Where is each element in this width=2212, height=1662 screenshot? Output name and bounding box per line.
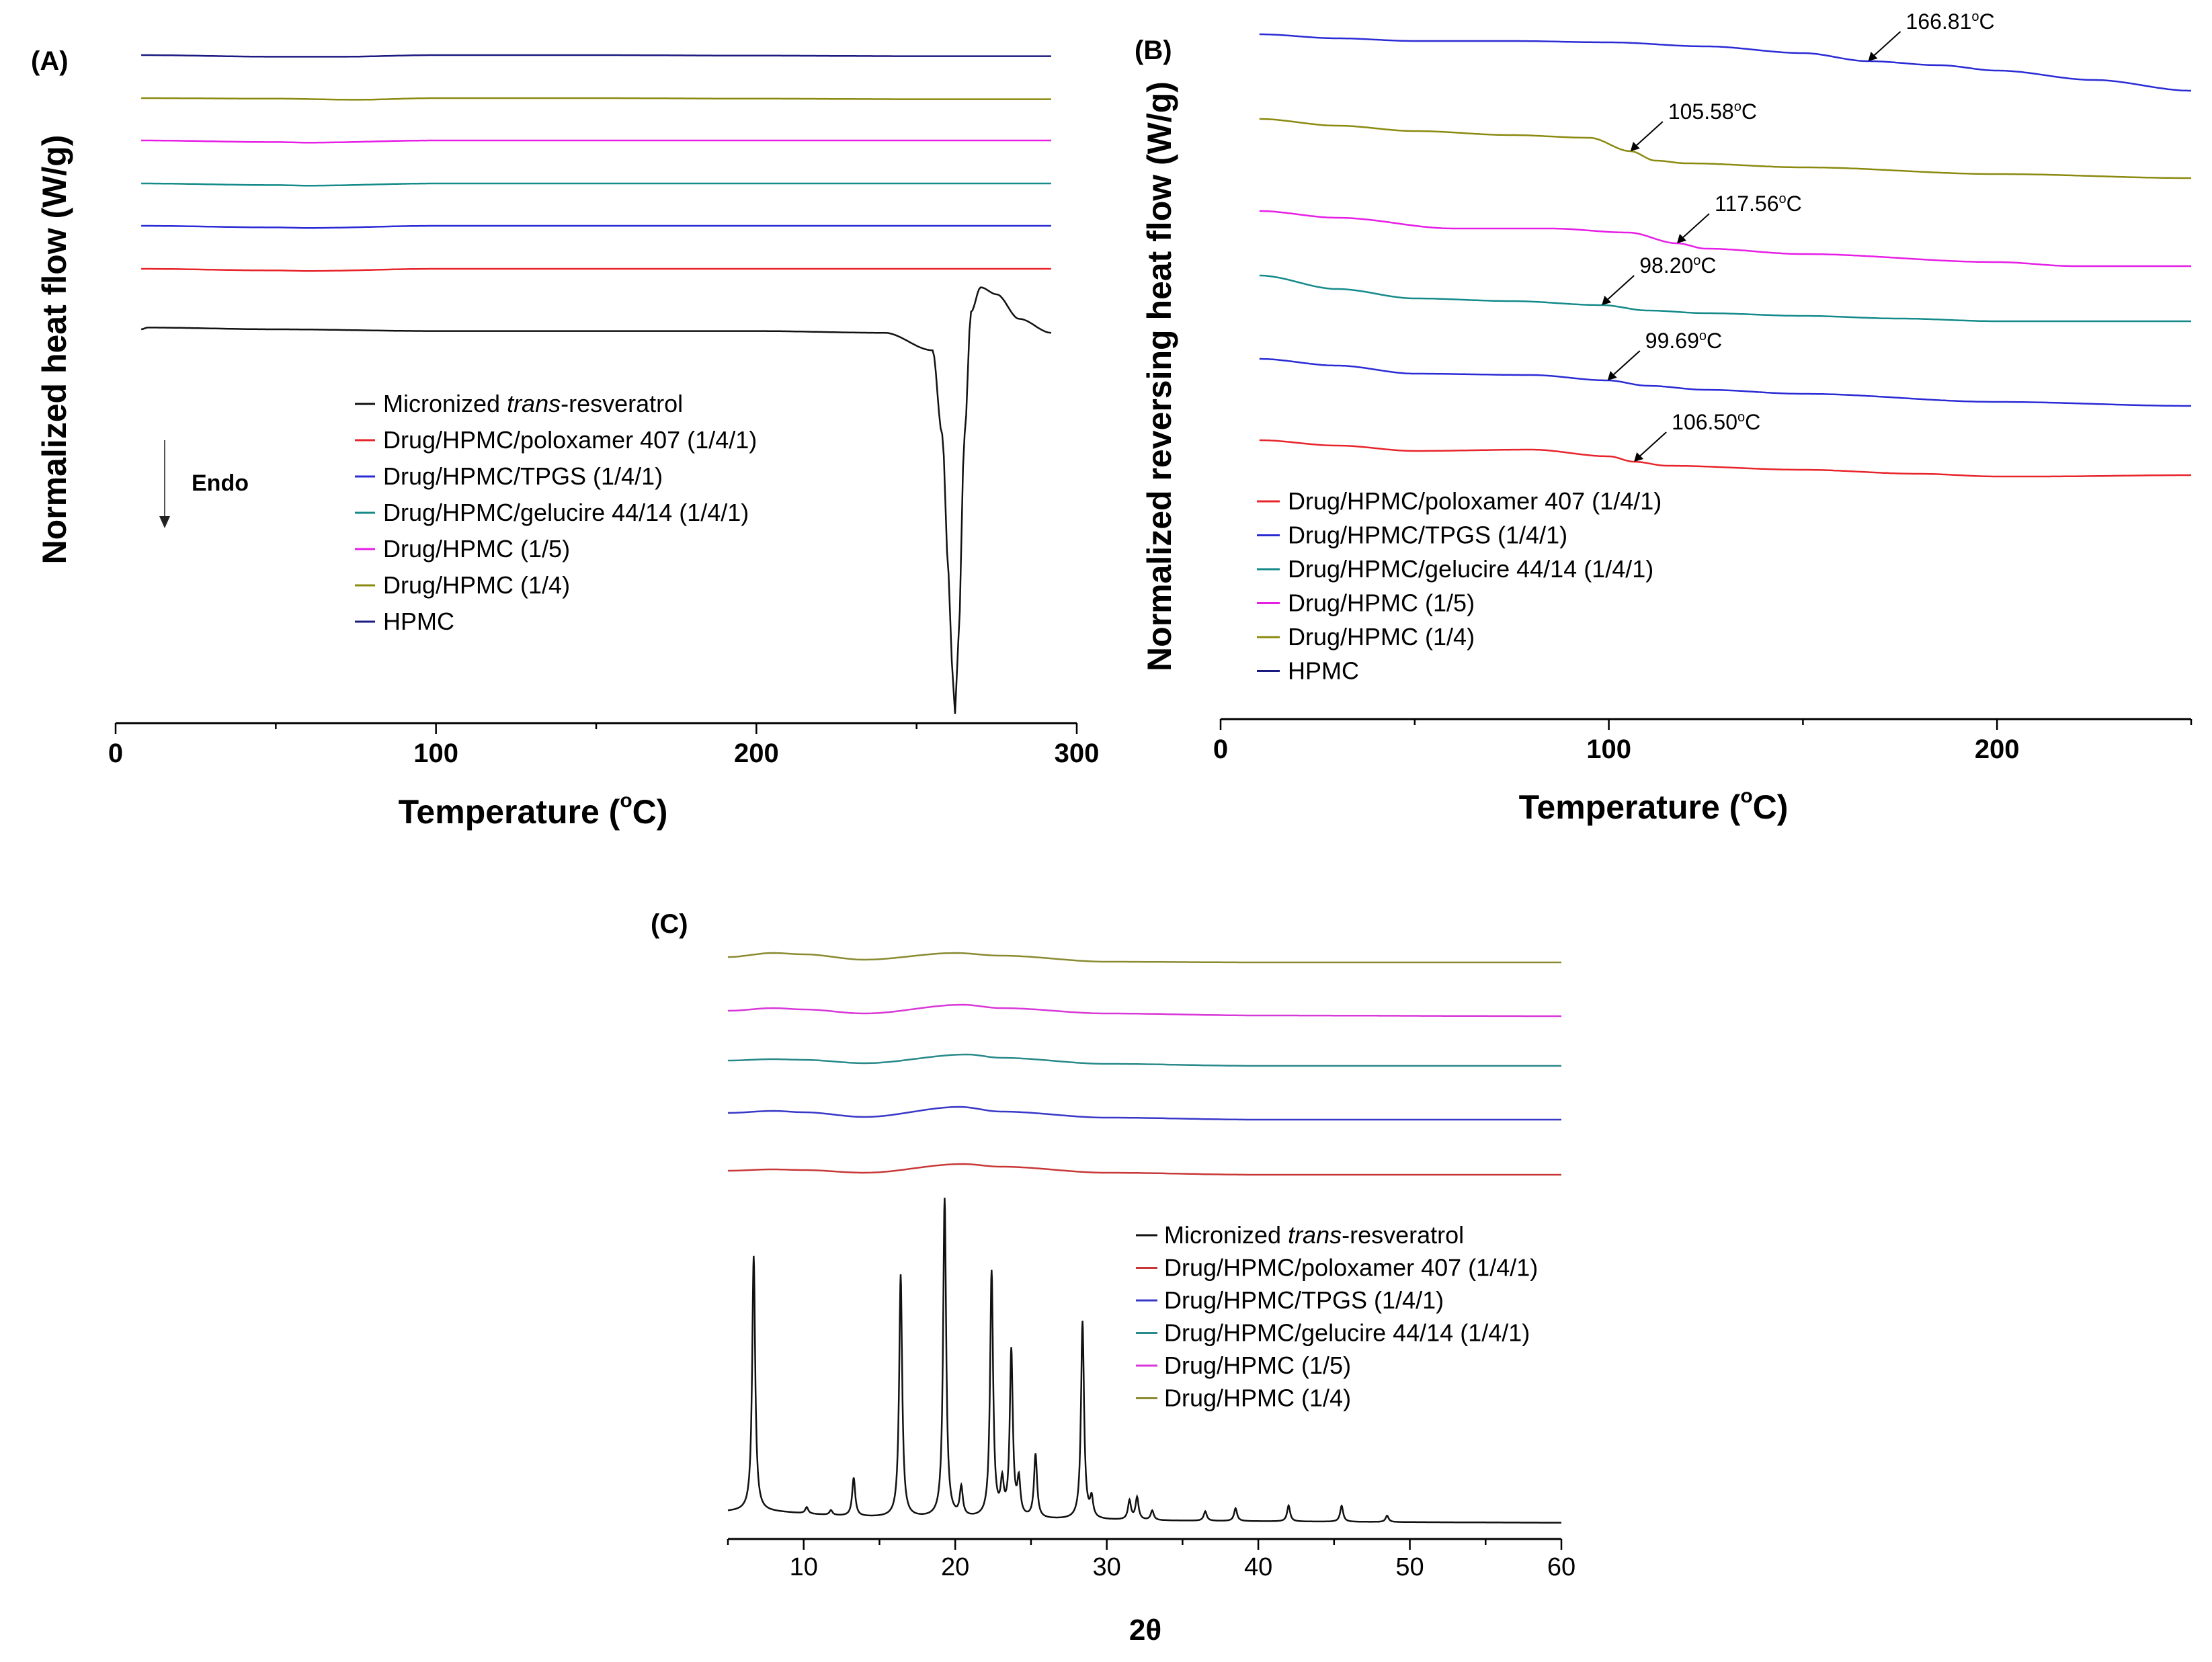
panel-b-annotations: 166.81oC 105.58oC 117.56oC 98.20oC 99.69oC 10…: [1602, 9, 1995, 462]
annotation-label: 106.50oC: [1672, 410, 1760, 434]
panel-c-legend-label: Drug/HPMC/poloxamer 407 (1/4/1): [1164, 1254, 1538, 1282]
panel-b-legend-label: HPMC: [1288, 657, 1359, 685]
panel-c-halo-line: [728, 1163, 1561, 1176]
annotation-arrowhead: [1607, 371, 1617, 380]
panel-a-tick-label: 300: [1055, 739, 1100, 768]
panel-c-tick-label: 10: [790, 1553, 818, 1581]
panel-b-tick-label: 200: [1975, 735, 2020, 764]
annotation-arrow: [1680, 213, 1710, 240]
panel-b-x-axis: 0 100 200: [1213, 718, 2193, 764]
panel-c: (C) 10 20 30 40 50 60 2θ Micronized trans-res…: [651, 909, 1575, 1647]
panel-a-tick-label: 200: [734, 739, 779, 768]
panel-a-series-line: [141, 139, 1051, 144]
annotation-label: 105.58oC: [1668, 99, 1757, 124]
panel-a-series-line: [141, 97, 1051, 101]
annotation-label: 166.81oC: [1906, 9, 1994, 34]
panel-a-series-line: [140, 286, 1052, 714]
panel-b-series-line: [1259, 118, 2191, 179]
panel-c-xlabel: 2θ: [1129, 1614, 1161, 1647]
panel-a: (A) Normalized heat flow (W/g) 0 100 200 30…: [31, 46, 1099, 831]
annotation-arrow: [1611, 350, 1641, 377]
annotation-label: 99.69oC: [1645, 329, 1722, 353]
panel-c-tick-label: 20: [941, 1553, 969, 1581]
annotation-arrow: [1637, 431, 1667, 458]
panel-a-series-line: [141, 182, 1051, 187]
panel-a-legend-label: HPMC: [383, 608, 454, 635]
panel-c-tick-label: 60: [1547, 1553, 1575, 1581]
panel-a-legend-label: Drug/HPMC/gelucire 44/14 (1/4/1): [383, 499, 749, 526]
panel-c-legend-label: Drug/HPMC (1/5): [1164, 1352, 1351, 1379]
panel-b-legend-label: Drug/HPMC/poloxamer 407 (1/4/1): [1288, 487, 1662, 515]
panel-b: (B) Normalized reversing heat flow (W/g)…: [1135, 9, 2193, 826]
panel-a-legend-label: Micronized trans-resveratrol: [383, 390, 683, 417]
panel-a-series-line: [141, 224, 1051, 229]
annotation-arrow: [1634, 121, 1664, 148]
annotation-arrowhead: [1868, 52, 1878, 61]
annotation-arrowhead: [1634, 452, 1644, 462]
panel-b-legend-label: Drug/HPMC (1/5): [1288, 589, 1475, 617]
panel-a-legend-label: Drug/HPMC (1/4): [383, 571, 570, 599]
panel-c-x-axis: 10 20 30 40 50 60: [727, 1538, 1575, 1581]
panel-c-resveratrol-pattern: [727, 1198, 1561, 1524]
panel-b-legend: Drug/HPMC/poloxamer 407 (1/4/1) Drug/HPMC…: [1257, 487, 1662, 685]
panel-a-tick-label: 0: [108, 739, 123, 768]
panel-b-tick-label: 100: [1586, 735, 1631, 764]
panel-c-tick-label: 50: [1395, 1553, 1424, 1581]
panel-c-legend-label: Micronized trans-resveratrol: [1164, 1221, 1464, 1249]
panel-b-ylabel: Normalized reversing heat flow (W/g): [1141, 81, 1178, 671]
endo-indicator: Endo: [159, 440, 249, 528]
panel-a-legend-label: Drug/HPMC/poloxamer 407 (1/4/1): [383, 426, 757, 454]
panel-c-tick-label: 40: [1244, 1553, 1272, 1581]
panel-b-series-line: [1259, 210, 2191, 267]
panel-b-legend-label: Drug/HPMC/gelucire 44/14 (1/4/1): [1288, 555, 1653, 583]
panel-b-tick-label: 0: [1213, 735, 1228, 764]
panel-c-legend-label: Drug/HPMC/TPGS (1/4/1): [1164, 1286, 1444, 1314]
panel-a-series-line: [141, 267, 1051, 272]
panel-c-halo-line: [728, 1053, 1561, 1067]
panel-a-legend: Micronized trans-resveratrol Drug/HPMC/po…: [355, 390, 757, 635]
annotation-arrow: [1871, 31, 1901, 58]
panel-b-series-line: [1259, 358, 2191, 407]
panel-a-xlabel: Temperature (oC): [399, 790, 668, 831]
annotation-label: 117.56oC: [1715, 192, 1802, 216]
panel-c-legend: Micronized trans-resveratrol Drug/HPMC/po…: [1136, 1221, 1538, 1412]
panel-c-label: (C): [651, 909, 688, 939]
endo-arrow-head: [159, 516, 170, 528]
panel-a-x-axis: 0 100 200 300: [108, 722, 1100, 768]
panel-c-tick-label: 30: [1092, 1553, 1120, 1581]
annotation-arrowhead: [1602, 296, 1612, 305]
panel-b-series-line: [1259, 439, 2191, 478]
panel-b-xlabel: Temperature (oC): [1519, 785, 1789, 826]
panel-a-tick-label: 100: [413, 739, 458, 768]
panel-b-series-line: [1259, 274, 2191, 323]
panel-c-halo-line: [727, 1003, 1561, 1017]
annotation-arrowhead: [1630, 142, 1640, 151]
panel-c-legend-label: Drug/HPMC (1/4): [1164, 1384, 1351, 1412]
panel-c-halo-line: [727, 952, 1561, 964]
panel-b-label: (B): [1135, 36, 1172, 65]
panel-a-legend-label: Drug/HPMC (1/5): [383, 535, 570, 563]
panel-b-legend-label: Drug/HPMC (1/4): [1288, 623, 1475, 651]
panel-b-series-line: [1259, 33, 2191, 92]
panel-c-halo-line: [727, 1106, 1561, 1121]
endo-label: Endo: [192, 470, 249, 496]
panel-a-legend-label: Drug/HPMC/TPGS (1/4/1): [383, 462, 663, 490]
annotation-arrow: [1605, 275, 1635, 302]
annotation-arrowhead: [1677, 234, 1687, 243]
panel-b-legend-label: Drug/HPMC/TPGS (1/4/1): [1288, 522, 1567, 549]
panel-b-lines: [1259, 33, 2191, 478]
panel-a-series-line: [141, 54, 1051, 58]
annotation-label: 98.20oC: [1639, 253, 1716, 278]
panel-a-ylabel: Normalized heat flow (W/g): [36, 135, 73, 565]
panel-a-lines: [140, 54, 1052, 714]
panel-c-legend-label: Drug/HPMC/gelucire 44/14 (1/4/1): [1164, 1319, 1530, 1347]
panel-c-lines: [727, 952, 1561, 1524]
panel-a-label: (A): [31, 46, 69, 76]
